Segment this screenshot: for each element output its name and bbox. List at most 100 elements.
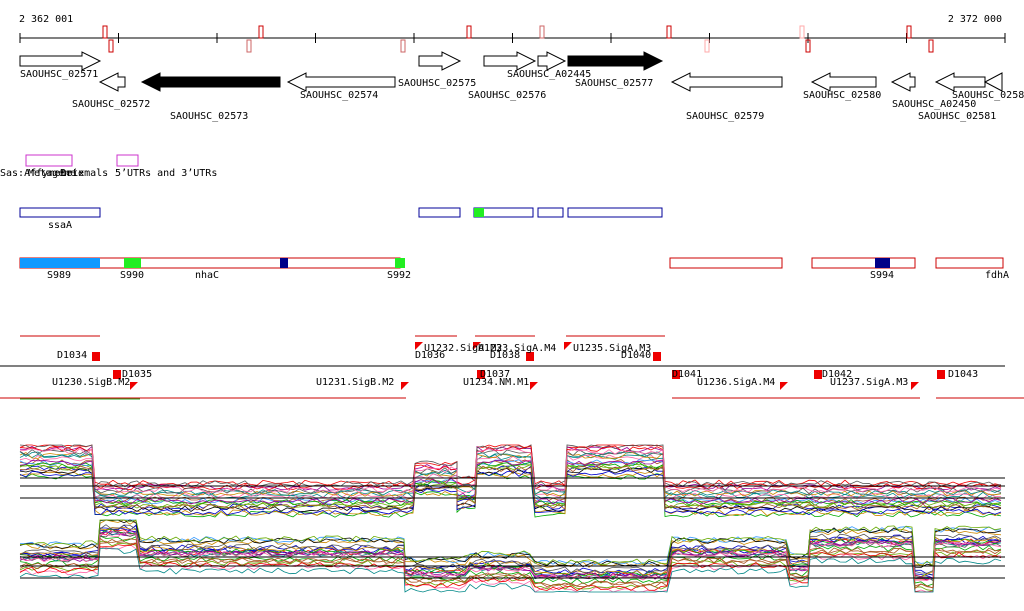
segment-fill (280, 258, 288, 268)
track-label: Metagene (28, 168, 76, 179)
region-label: D1038 (490, 350, 520, 361)
expression-line (19, 519, 1002, 568)
expression-line (19, 465, 1002, 511)
gene-label: SAOUHSC_02571 (20, 69, 98, 80)
expression-line (19, 519, 1002, 567)
feature-label: ssaA (48, 220, 72, 231)
gene-arrow (567, 51, 664, 71)
gene-label: SAOUHSC_0258 (952, 90, 1024, 101)
segment-label: fdhA (985, 270, 1009, 281)
region-mark (526, 352, 534, 361)
feature-box (567, 207, 663, 218)
region-label: U1231.SigB.M2 (316, 377, 394, 388)
site-mark (400, 39, 406, 53)
gene-arrow (983, 72, 1003, 92)
gene-label: SAOUHSC_02572 (72, 99, 150, 110)
expression-line (19, 467, 1002, 513)
gene-label: SAOUHSC_02574 (300, 90, 378, 101)
expression-line (19, 449, 1002, 495)
gene-label: SAOUHSC_02576 (468, 90, 546, 101)
expression-line (19, 453, 1002, 499)
expression-line (19, 451, 1002, 496)
gene-arrow (537, 51, 567, 71)
segment-fill (875, 258, 890, 268)
gene-arrow (286, 72, 396, 92)
segment-label: S994 (870, 270, 894, 281)
segment-box (669, 257, 783, 269)
region-flag (911, 382, 919, 390)
gene-arrow (890, 72, 916, 92)
region-mark (672, 370, 680, 379)
region-label: U1232.SigA.M2 (424, 343, 502, 354)
gene-label: SAOUHSC_A02445 (507, 69, 591, 80)
axis-end: 2 372 000 (948, 14, 1002, 25)
track-label: 5’UTRs and 3’UTRs (115, 168, 217, 179)
expression-line (19, 463, 1002, 509)
region-label: U1235.SigA.M3 (573, 343, 651, 354)
segment-box (811, 257, 916, 269)
expression-line (19, 458, 1002, 504)
expression-line (19, 535, 1002, 587)
expression-line (19, 524, 1002, 574)
site-mark (666, 25, 672, 39)
expression-line (19, 470, 1002, 516)
gene-label: SAOUHSC_A02450 (892, 99, 976, 110)
segment-label: S992 (387, 270, 411, 281)
gene-arrow (98, 72, 126, 92)
segment-label: nhaC (195, 270, 219, 281)
region-label: U1233.SigA.M4 (478, 343, 556, 354)
region-flag (401, 382, 409, 390)
feature-box (537, 207, 564, 218)
expression-line (19, 537, 1002, 590)
gene-label: SAOUHSC_02581 (918, 111, 996, 122)
region-label: U1230.SigB.M2 (52, 377, 130, 388)
site-mark (466, 25, 472, 39)
gene-arrow (670, 72, 783, 92)
site-mark (246, 39, 252, 53)
gene-label: SAOUHSC_02577 (575, 78, 653, 89)
feature-box (418, 207, 461, 218)
track-label: Sas:Affymetrix (0, 168, 84, 179)
site-mark (704, 39, 710, 53)
gene-arrow (810, 72, 877, 92)
region-mark (477, 370, 485, 379)
region-flag (564, 342, 572, 350)
region-label: U1234.NM.M1 (463, 377, 529, 388)
region-label: D1041 (672, 369, 702, 380)
gene-label: SAOUHSC_02573 (170, 111, 248, 122)
region-label: D1040 (621, 350, 651, 361)
gene-arrow (140, 72, 281, 92)
axis-start: 2 362 001 (19, 14, 73, 25)
segment-fill (124, 258, 141, 268)
gene-arrow (934, 72, 986, 92)
feature-fill (474, 208, 484, 217)
region-flag (415, 342, 423, 350)
expression-line (19, 465, 1002, 511)
legend-box (25, 154, 73, 167)
region-label: D1035 (122, 369, 152, 380)
track-label: Betemals (60, 168, 108, 179)
region-flag (473, 342, 481, 350)
region-mark (92, 352, 100, 361)
region-flag (130, 382, 138, 390)
gene-arrow (418, 51, 462, 71)
segment-fill (395, 258, 405, 268)
feature-box (19, 207, 101, 218)
expression-line (19, 531, 1002, 581)
site-mark (108, 39, 114, 53)
region-label: D1043 (948, 369, 978, 380)
expression-line (19, 547, 1002, 593)
site-mark (102, 25, 108, 39)
region-mark (937, 370, 945, 379)
site-mark (928, 39, 934, 53)
region-label: D1037 (480, 369, 510, 380)
region-mark (113, 370, 121, 379)
region-mark (653, 352, 661, 361)
gene-label: SAOUHSC_02580 (803, 90, 881, 101)
segment-box (935, 257, 1004, 269)
site-mark (539, 25, 545, 39)
gene-arrow (483, 51, 537, 71)
region-label: D1034 (57, 350, 87, 361)
expression-line (19, 454, 1002, 500)
